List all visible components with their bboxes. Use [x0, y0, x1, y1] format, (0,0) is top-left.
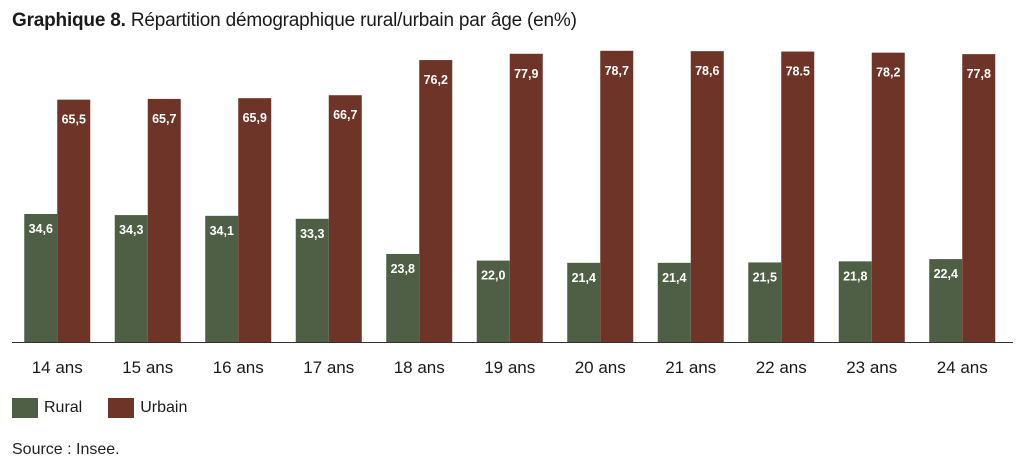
bar-rural: [295, 218, 329, 342]
bar-rural: [657, 262, 691, 342]
legend-item-urbain: Urbain: [108, 398, 187, 418]
x-tick-label: 23 ans: [846, 358, 897, 377]
bar-rural: [114, 215, 148, 342]
data-label-urbain: 77,8: [967, 67, 991, 81]
bar-urbain: [781, 51, 815, 343]
x-tick-label: 22 ans: [756, 358, 807, 377]
bar-rural: [386, 253, 420, 342]
data-label-rural: 21,8: [843, 269, 867, 283]
x-tick-label: 16 ans: [213, 358, 264, 377]
data-label-urbain: 78.5: [786, 65, 810, 79]
data-label-rural: 21,5: [753, 270, 777, 284]
x-tick-label: 20 ans: [575, 358, 626, 377]
x-tick-label: 19 ans: [484, 358, 535, 377]
legend-swatch-urbain: [108, 398, 135, 418]
data-label-rural: 22,4: [934, 267, 958, 281]
bar-rural: [24, 213, 58, 342]
bar-urbain: [57, 99, 91, 343]
bar-urbain: [147, 98, 181, 342]
data-label-rural: 21,4: [662, 271, 686, 285]
legend-label-rural: Rural: [44, 399, 83, 416]
bar-urbain: [871, 52, 905, 342]
bar-rural: [205, 215, 239, 342]
bar-urbain: [509, 53, 543, 343]
x-tick-label: 17 ans: [303, 358, 354, 377]
data-label-rural: 21,4: [572, 271, 596, 285]
data-label-rural: 34,1: [210, 224, 234, 238]
x-tick-label: 21 ans: [665, 358, 716, 377]
data-label-urbain: 66,7: [333, 108, 357, 122]
chart-title-text: Répartition démographique rural/urbain p…: [130, 10, 577, 31]
x-tick-label: 18 ans: [394, 358, 445, 377]
legend-item-rural: Rural: [12, 398, 82, 418]
bar-rural: [838, 261, 872, 342]
bar-urbain: [238, 98, 272, 342]
data-label-urbain: 78,2: [876, 66, 900, 80]
data-label-rural: 33,3: [300, 227, 324, 241]
bar-urbain: [690, 51, 724, 343]
x-tick-label: 24 ans: [937, 358, 988, 377]
bar-urbain: [600, 50, 634, 343]
source-note: Source : Insee.: [12, 441, 120, 458]
data-label-rural: 22,0: [481, 269, 505, 283]
bar-urbain: [419, 60, 453, 343]
bar-rural: [748, 262, 782, 342]
data-label-rural: 23,8: [391, 262, 415, 276]
chart-legend: Rural Urbain: [12, 398, 213, 418]
bar-rural: [929, 259, 963, 342]
data-label-urbain: 77,9: [514, 67, 538, 81]
legend-label-urbain: Urbain: [140, 399, 188, 416]
x-tick-label: 14 ans: [32, 358, 83, 377]
data-label-rural: 34,3: [119, 223, 143, 237]
data-label-urbain: 78,6: [695, 64, 719, 78]
chart-title: Graphique 8. Répartition démographique r…: [12, 10, 577, 32]
data-label-urbain: 78,7: [605, 64, 629, 78]
bar-urbain: [328, 95, 362, 343]
chart-title-prefix: Graphique 8.: [12, 10, 126, 31]
bar-urbain: [962, 54, 996, 342]
x-tick-label: 15 ans: [122, 358, 173, 377]
data-label-urbain: 65,9: [243, 111, 267, 125]
bar-rural: [567, 262, 601, 342]
data-label-urbain: 65,5: [62, 113, 86, 127]
data-label-rural: 34,6: [29, 222, 53, 236]
bar-rural: [476, 260, 510, 342]
data-label-urbain: 65,7: [152, 112, 176, 126]
data-label-urbain: 76,2: [424, 73, 448, 87]
legend-swatch-rural: [12, 398, 38, 418]
